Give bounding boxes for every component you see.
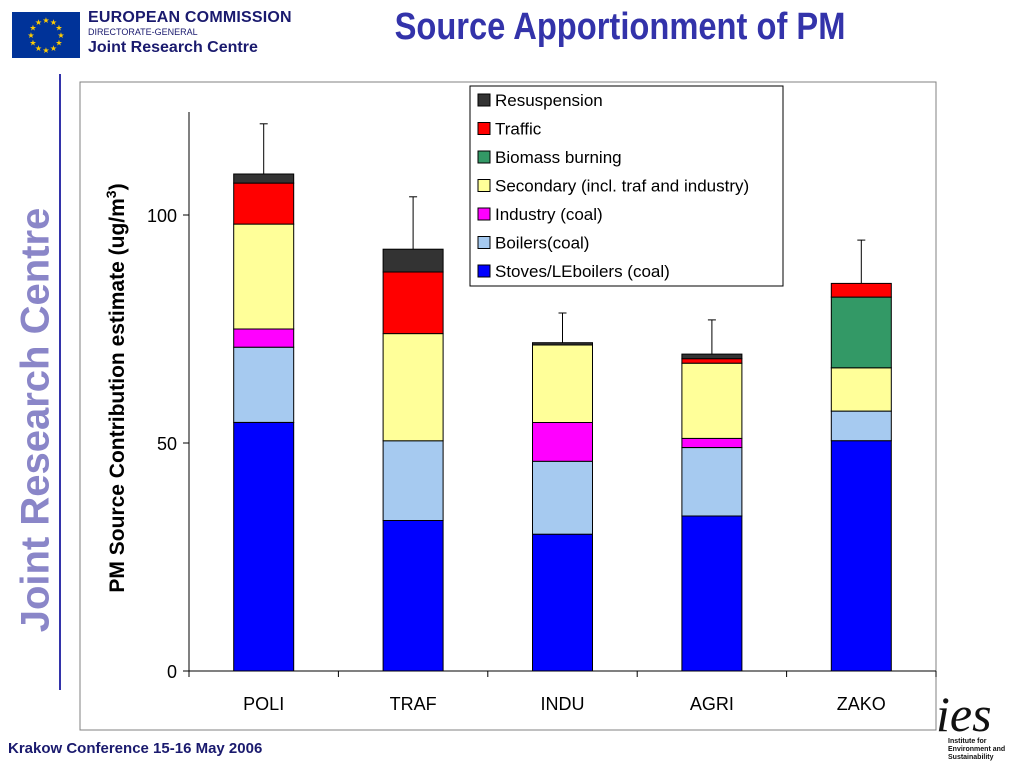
bar-segment	[681, 437, 743, 448]
org-directorate: DIRECTORATE-GENERAL	[88, 27, 198, 37]
slide-title: Source Apportionment of PM	[394, 6, 846, 48]
legend-label: Resuspension	[495, 91, 603, 110]
org-centre: Joint Research Centre	[88, 39, 258, 56]
sidebar-divider	[59, 74, 61, 690]
ies-sub-line: Environment and	[948, 746, 1006, 753]
bars-group	[233, 123, 892, 672]
footer-conference: Krakow Conference 15-16 May 2006	[8, 740, 263, 757]
ies-sub-line: Institute for	[948, 738, 987, 745]
legend-label: Biomass burning	[495, 148, 622, 167]
x-tick-label: TRAF	[390, 694, 437, 714]
legend-swatch	[477, 179, 491, 192]
y-tick-label: 0	[167, 662, 177, 682]
eu-star-icon: ★	[29, 39, 36, 48]
x-tick-label: INDU	[541, 694, 585, 714]
bar-segment	[233, 422, 295, 672]
eu-star-icon: ★	[50, 18, 57, 27]
bar-segment	[382, 271, 444, 335]
org-name: EUROPEAN COMMISSION	[88, 9, 292, 26]
x-tick-label: AGRI	[690, 694, 734, 714]
legend-swatch	[477, 122, 491, 135]
bar-segment	[382, 248, 444, 273]
y-axis-label: PM Source Contribution estimate (ug/m3)	[103, 183, 129, 592]
chart-legend: Resuspension Traffic Biomass burning Second…	[469, 85, 784, 287]
bar-segment	[830, 367, 892, 412]
bar-segment	[830, 296, 892, 369]
bar-segment	[532, 422, 593, 462]
bar-segment	[233, 328, 295, 348]
ies-logo-word: ies	[936, 686, 992, 742]
ies-sub-line: Sustainability	[948, 754, 994, 761]
bar-segment	[681, 362, 743, 439]
legend-label: Industry (coal)	[495, 205, 603, 224]
eu-star-icon: ★	[42, 46, 49, 55]
bar-segment	[382, 333, 444, 442]
eu-star-icon: ★	[55, 39, 62, 48]
eu-star-icon: ★	[35, 44, 42, 53]
y-tick-label: 100	[147, 206, 177, 226]
legend-swatch	[477, 236, 491, 249]
eu-star-icon: ★	[35, 18, 42, 27]
legend-box	[469, 85, 784, 287]
bar-segment	[532, 344, 593, 423]
ies-logo: ies Institute for Environment and Sustai…	[930, 686, 1020, 764]
bar-segment	[532, 533, 593, 672]
bar-segment	[830, 440, 892, 672]
bar-segment	[532, 342, 593, 346]
legend-swatch	[477, 264, 491, 278]
bar-segment	[681, 515, 743, 672]
eu-flag-logo: ★ ★ ★ ★ ★ ★ ★ ★ ★ ★ ★ ★	[12, 12, 80, 58]
legend-label: Secondary (incl. traf and industry)	[495, 177, 749, 196]
eu-star-icon: ★	[55, 24, 62, 33]
eu-star-icon: ★	[42, 16, 49, 25]
bar-segment	[681, 358, 743, 364]
eu-star-icon: ★	[50, 44, 57, 53]
bar-segment	[681, 353, 743, 360]
bar-segment	[830, 410, 892, 442]
bar-segment	[233, 182, 295, 225]
ticks-group: POLI TRAF INDU AGRI ZAKO 0 50 100	[147, 206, 937, 714]
legend-swatch	[477, 150, 491, 164]
x-tick-label: ZAKO	[837, 694, 886, 714]
bar-segment	[532, 460, 593, 535]
legend-label: Stoves/LEboilers (coal)	[495, 262, 670, 281]
legend-label: Boilers(coal)	[495, 234, 589, 253]
bar-segment	[382, 520, 444, 672]
eu-stars-icon: ★ ★★★★★★★★★★★	[27, 16, 64, 55]
axes-group	[188, 112, 936, 672]
eu-star-icon: ★	[29, 24, 36, 33]
y-tick-label: 50	[157, 434, 177, 454]
eu-star-icon: ★	[27, 31, 34, 40]
bar-segment	[681, 447, 743, 517]
legend-swatch	[477, 93, 491, 107]
x-tick-label: POLI	[243, 694, 284, 714]
legend-label: Traffic	[495, 120, 542, 139]
bar-segment	[233, 346, 295, 423]
bar-segment	[233, 173, 295, 184]
bar-segment	[382, 440, 444, 522]
eu-star-icon: ★	[57, 31, 64, 40]
bar-segment	[830, 282, 892, 298]
ies-logo-subtitle: Institute for Environment and Sustainabi…	[948, 738, 1020, 762]
legend-swatch	[477, 207, 491, 221]
bar-segment	[233, 223, 295, 330]
organization-header: EUROPEAN COMMISSION DIRECTORATE-GENERAL …	[88, 8, 292, 57]
